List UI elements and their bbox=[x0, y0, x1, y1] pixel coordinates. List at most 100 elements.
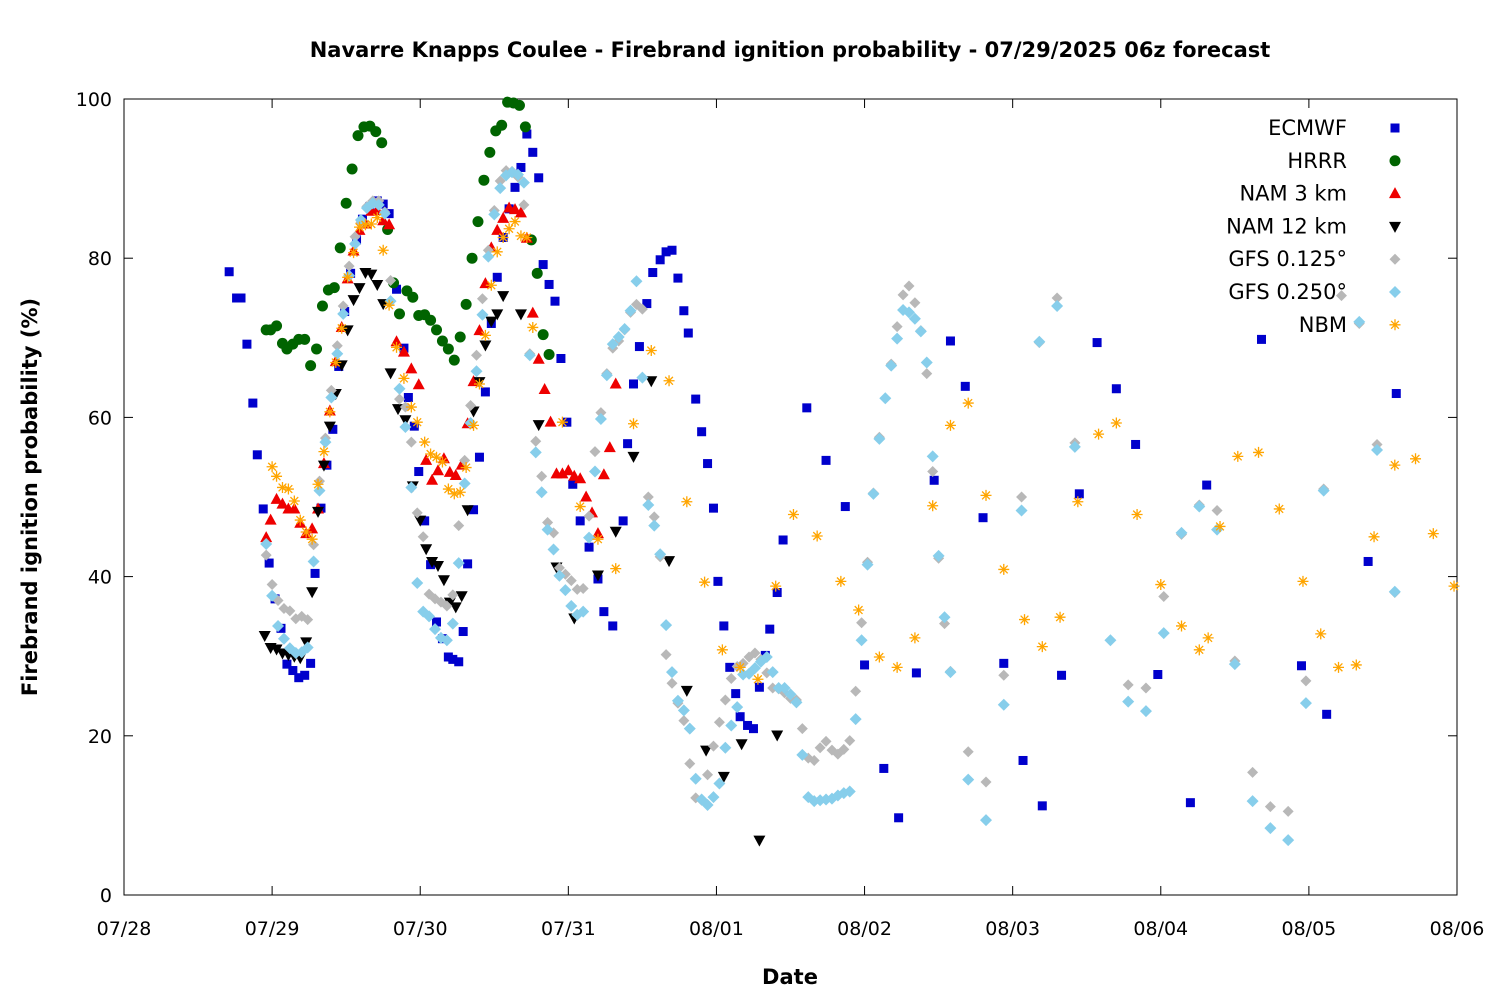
data-point bbox=[409, 421, 419, 431]
data-point bbox=[431, 451, 443, 463]
data-point bbox=[393, 308, 405, 320]
data-point bbox=[480, 387, 490, 397]
data-point bbox=[894, 813, 904, 823]
data-point bbox=[1214, 520, 1226, 532]
data-point bbox=[266, 589, 279, 602]
data-point bbox=[645, 345, 657, 357]
data-point bbox=[282, 659, 292, 669]
data-point bbox=[513, 99, 525, 111]
data-point bbox=[574, 501, 586, 513]
data-point bbox=[300, 637, 313, 649]
data-point bbox=[1350, 659, 1362, 671]
data-point bbox=[1246, 795, 1259, 808]
data-point bbox=[453, 520, 465, 532]
data-point bbox=[377, 214, 390, 226]
data-point bbox=[393, 382, 406, 395]
data-point bbox=[673, 273, 683, 283]
x-tick-label: 08/04 bbox=[1133, 918, 1188, 940]
data-point bbox=[330, 356, 342, 368]
data-point bbox=[497, 211, 510, 223]
data-point bbox=[266, 461, 278, 473]
data-point bbox=[1211, 505, 1223, 517]
data-point bbox=[642, 491, 654, 503]
data-point bbox=[547, 543, 560, 556]
data-point bbox=[282, 483, 294, 495]
data-point bbox=[497, 232, 509, 244]
data-point bbox=[497, 291, 510, 303]
data-point bbox=[383, 218, 396, 230]
data-point bbox=[271, 320, 283, 332]
data-point bbox=[660, 619, 673, 632]
data-point bbox=[873, 432, 886, 445]
data-point bbox=[1228, 658, 1241, 671]
data-point bbox=[754, 682, 764, 692]
data-point bbox=[266, 579, 278, 591]
data-point bbox=[962, 397, 974, 409]
data-point bbox=[1131, 509, 1143, 521]
data-point bbox=[575, 516, 585, 526]
data-point bbox=[346, 163, 358, 175]
data-point bbox=[609, 377, 622, 389]
data-point bbox=[469, 505, 479, 515]
y-tick-label: 20 bbox=[88, 726, 112, 748]
data-point bbox=[796, 723, 808, 735]
data-point bbox=[417, 531, 429, 543]
data-point bbox=[612, 331, 625, 344]
data-point bbox=[349, 231, 361, 243]
data-point bbox=[752, 673, 764, 685]
data-point bbox=[627, 451, 640, 463]
data-point bbox=[308, 539, 320, 551]
data-point bbox=[365, 218, 377, 230]
data-point bbox=[432, 617, 442, 627]
data-point bbox=[1315, 628, 1327, 640]
x-tick-label: 08/05 bbox=[1282, 918, 1337, 940]
data-point bbox=[1388, 585, 1401, 598]
legend-marker bbox=[1389, 286, 1401, 298]
data-point bbox=[531, 267, 543, 279]
data-point bbox=[760, 650, 773, 663]
data-point bbox=[731, 689, 741, 699]
data-point bbox=[1092, 338, 1102, 348]
data-point bbox=[307, 555, 320, 568]
data-point bbox=[277, 632, 290, 645]
data-point bbox=[377, 244, 389, 256]
data-point bbox=[667, 245, 677, 255]
data-point bbox=[288, 502, 301, 514]
data-point bbox=[574, 472, 587, 484]
data-point bbox=[860, 660, 870, 670]
data-point bbox=[838, 743, 850, 755]
data-point bbox=[1074, 489, 1084, 499]
data-point bbox=[324, 406, 336, 418]
data-point bbox=[337, 307, 350, 320]
x-tick-label: 08/01 bbox=[689, 918, 744, 940]
data-point bbox=[908, 312, 921, 325]
data-point bbox=[610, 563, 622, 575]
data-point bbox=[425, 448, 437, 460]
data-point bbox=[276, 481, 288, 493]
data-point bbox=[1322, 709, 1332, 719]
data-point bbox=[707, 791, 720, 804]
data-point bbox=[680, 685, 693, 697]
data-point bbox=[420, 453, 433, 465]
data-point bbox=[224, 267, 234, 277]
data-point bbox=[671, 694, 684, 707]
x-tick-label: 08/02 bbox=[837, 918, 892, 940]
data-point bbox=[365, 269, 378, 281]
data-point bbox=[306, 533, 318, 545]
data-point bbox=[713, 777, 726, 790]
data-point bbox=[1333, 661, 1345, 673]
data-point bbox=[436, 456, 448, 468]
data-point bbox=[482, 250, 495, 263]
data-point bbox=[1139, 705, 1152, 718]
data-point bbox=[306, 587, 319, 599]
data-point bbox=[556, 353, 566, 363]
data-point bbox=[891, 661, 903, 673]
data-point bbox=[544, 279, 554, 289]
data-point bbox=[1068, 440, 1081, 453]
data-point bbox=[405, 436, 417, 448]
data-point bbox=[1037, 801, 1047, 811]
data-point bbox=[325, 384, 337, 396]
data-point bbox=[411, 576, 424, 589]
plot-frame bbox=[123, 98, 1458, 896]
data-point bbox=[1264, 822, 1277, 835]
